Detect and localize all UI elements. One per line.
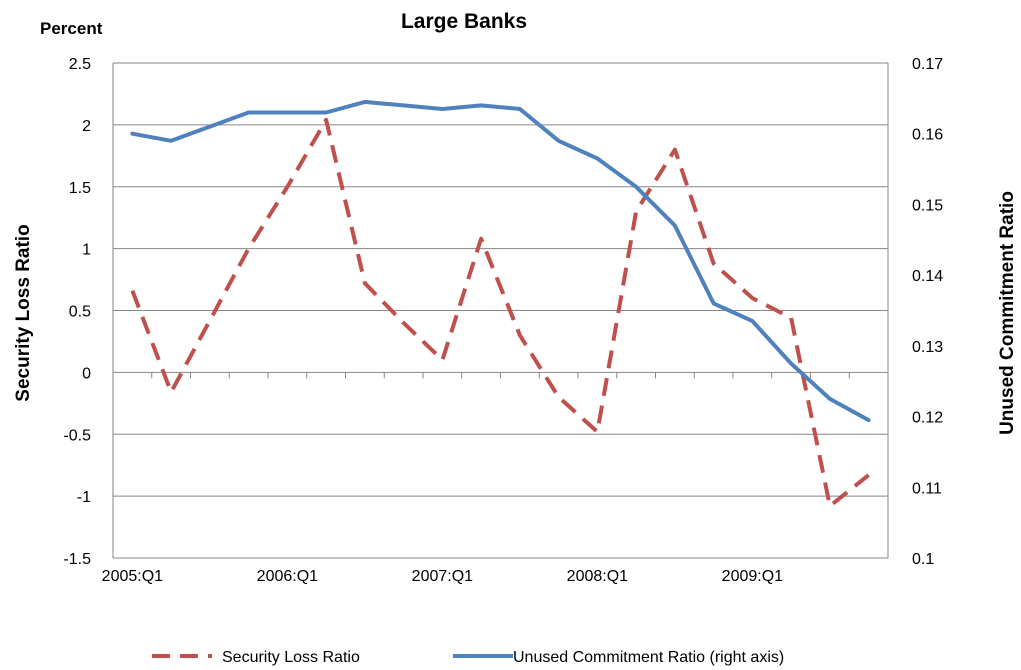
y-tick-label: -1.5 (63, 551, 91, 568)
y2-tick-label: 0.13 (912, 339, 943, 356)
x-tick-label: 2008:Q1 (567, 568, 628, 585)
y2-tick-label: 0.12 (912, 410, 943, 427)
y2-tick-label: 0.16 (912, 127, 943, 144)
y-tick-label: 2.5 (69, 56, 91, 73)
y-tick-label: 1.5 (69, 180, 91, 197)
gridlines (113, 62, 888, 559)
x-tick-label: 2007:Q1 (412, 568, 473, 585)
y2-tick-label: 0.14 (912, 268, 943, 285)
y2-tick-label: 0.11 (912, 480, 942, 497)
y-axis-title: Security Loss Ratio (13, 224, 34, 401)
x-tick-label: 2005:Q1 (102, 568, 163, 585)
y-unit-label: Percent (40, 19, 103, 38)
y-tick-label: -0.5 (63, 427, 91, 444)
series-lines (130, 99, 871, 508)
axes (112, 63, 889, 558)
chart-title: Large Banks (401, 10, 527, 33)
y-tick-label: 0 (82, 365, 91, 382)
y2-tick-label: 0.17 (912, 56, 943, 73)
security-loss-ratio-line (130, 117, 870, 508)
y2-axis-title: Unused Commitment Ratio (997, 191, 1018, 435)
y-tick-label: -1 (77, 489, 91, 506)
legend-label-security-loss: Security Loss Ratio (222, 649, 360, 666)
y-tick-label: 0.5 (69, 304, 91, 321)
unused-commitment-ratio-line (130, 99, 871, 423)
x-tick-label: 2006:Q1 (257, 568, 318, 585)
x-tick-label: 2009:Q1 (722, 568, 783, 585)
y-tick-label: 2 (82, 118, 91, 135)
tick-labels: 2.5 2 1.5 1 0.5 0 -0.5 -1 -1.5 0.17 0.16 0.15 0.14 0.… (63, 56, 943, 585)
y-tick-label: 1 (82, 242, 91, 259)
legend: Security Loss Ratio Unused Commitment Ra… (152, 649, 784, 666)
legend-label-unused-commitment: Unused Commitment Ratio (right axis) (513, 649, 784, 666)
y2-tick-label: 0.15 (912, 197, 943, 214)
y2-tick-label: 0.1 (912, 551, 934, 568)
